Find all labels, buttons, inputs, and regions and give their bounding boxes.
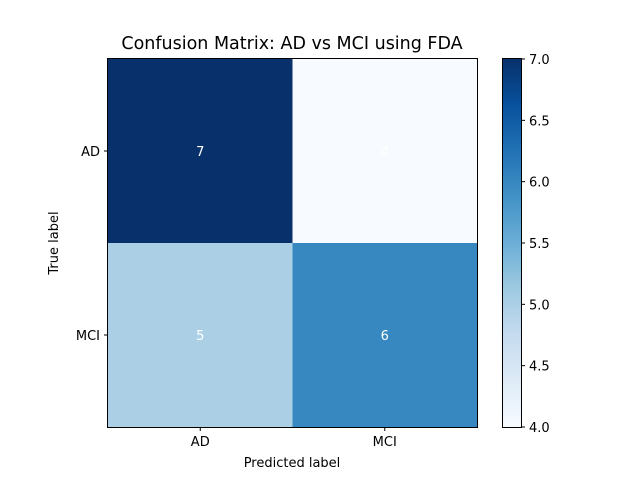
- y-axis-label: True label: [47, 211, 62, 275]
- x-tick-label: MCI: [373, 435, 397, 450]
- x-tick-label: AD: [191, 435, 210, 450]
- heatmap-cell: [108, 59, 293, 244]
- colorbar-tick-label: 7.0: [529, 53, 550, 68]
- plot-frame: [107, 58, 478, 428]
- cell-value-label: 5: [196, 329, 204, 344]
- chart-title: Confusion Matrix: AD vs MCI using FDA: [121, 34, 462, 54]
- colorbar-tick-label: 6.5: [529, 114, 550, 129]
- y-axis-ticks: AD MCI: [76, 145, 108, 344]
- colorbar-tick-label: 4.5: [529, 360, 550, 375]
- colorbar-tick-label: 5.0: [529, 298, 550, 313]
- x-axis-ticks: AD MCI: [191, 427, 397, 450]
- cell-value-label: 6: [381, 329, 389, 344]
- x-axis-label: Predicted label: [244, 456, 341, 471]
- colorbar-tick-label: 4.0: [529, 421, 550, 436]
- colorbar-ticks: 4.0 4.5 5.0 5.5 6.0 6.5 7.0: [521, 53, 550, 436]
- heatmap-cell: [292, 59, 478, 244]
- y-tick-label: AD: [81, 145, 100, 160]
- colorbar-tick-label: 5.5: [529, 237, 550, 252]
- cell-value-label: 4: [381, 145, 389, 160]
- heatmap-cell: [108, 243, 293, 428]
- y-tick-label: MCI: [76, 329, 100, 344]
- cell-value-labels: 7 4 5 6: [196, 145, 389, 344]
- colorbar: [502, 58, 522, 428]
- cell-value-label: 7: [196, 145, 204, 160]
- colorbar-tick-label: 6.0: [529, 176, 550, 191]
- heatmap-cell: [292, 243, 478, 428]
- heatmap-cells: [108, 59, 478, 428]
